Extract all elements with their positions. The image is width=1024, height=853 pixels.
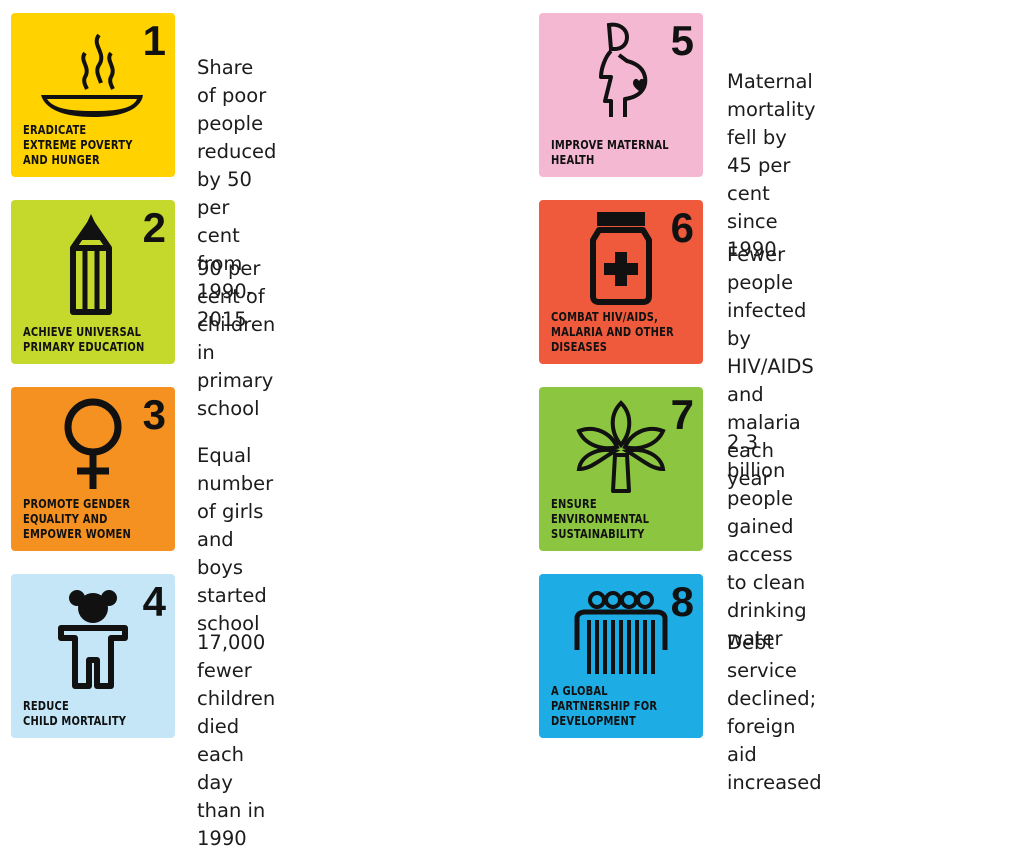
goal-5-label: IMPROVE MATERNAL HEALTH: [551, 138, 669, 167]
goal-7-number: 7: [670, 391, 694, 438]
soup-bowl-icon: [41, 33, 143, 117]
goal-5-description: Maternal mortality fell by 45 per cent s…: [727, 70, 816, 261]
goal-3-label: PROMOTE GENDER EQUALITY AND EMPOWER WOME…: [23, 497, 132, 541]
goal-8-number: 8: [670, 578, 694, 625]
goal-3-tile: 3 PROMOTE GENDER EQUALITY AND EMPOWER WO…: [11, 387, 175, 551]
goal-2-label: ACHIEVE UNIVERSAL PRIMARY EDUCATION: [23, 325, 145, 354]
tree-icon: [576, 400, 666, 493]
goal-1-description: Share of poor people reduced by 50 per c…: [197, 56, 277, 331]
goal-6-description: Fewer people infected by HIV/AIDS and ma…: [727, 243, 814, 490]
goal-8-label: A GLOBAL PARTNERSHIP FOR DEVELOPMENT: [551, 684, 658, 728]
goal-4-label: REDUCE CHILD MORTALITY: [23, 699, 127, 728]
goal-4-tile: 4 REDUCE CHILD MORTALITY: [11, 574, 175, 738]
people-group-icon: [574, 591, 668, 674]
goal-3-description: Equal number of girls and boys started s…: [197, 444, 274, 635]
goal-7-label: ENSURE ENVIRONMENTAL SUSTAINABILITY: [551, 497, 650, 541]
goal-8-description: Debt service declined; foreign aid incre…: [727, 631, 822, 794]
goal-7-description: 2.3 billion people gained access to clea…: [727, 431, 807, 650]
goal-1-label: ERADICATE EXTREME POVERTY AND HUNGER: [23, 123, 133, 167]
goal-4-number: 4: [142, 578, 166, 625]
goal-1-tile: 1 ERADICATE EXTREME POVERTY AND HUNGER: [11, 13, 175, 177]
goal-2-description: 90 per cent of children in primary schoo…: [197, 257, 276, 420]
goal-7-tile: 7 ENSURE ENVIRONMENTAL SUSTAINABILITY: [539, 387, 703, 551]
female-symbol-icon: [64, 398, 122, 489]
goal-8-tile: 8 A GLOBAL PARTNERSHIP FOR DEVELOPMENT: [539, 574, 703, 738]
goal-6-label: COMBAT HIV/AIDS, MALARIA AND OTHER DISEA…: [551, 310, 674, 354]
teddy-bear-icon: [58, 590, 128, 689]
pregnant-woman-icon: [599, 22, 648, 117]
pencil-icon: [70, 214, 112, 315]
goal-5-tile: 5 IMPROVE MATERNAL HEALTH: [539, 13, 703, 177]
goal-3-number: 3: [142, 391, 166, 438]
medicine-bottle-icon: [590, 212, 652, 305]
goal-5-number: 5: [670, 17, 694, 64]
goal-1-number: 1: [142, 17, 166, 64]
goal-2-number: 2: [142, 204, 166, 251]
goal-6-number: 6: [670, 204, 694, 251]
goal-2-tile: 2 ACHIEVE UNIVERSAL PRIMARY EDUCATION: [11, 200, 175, 364]
goal-4-description: 17,000 fewer children died each day than…: [197, 631, 276, 850]
goal-6-tile: 6 COMBAT HIV/AIDS, MALARIA AND OTHER DIS…: [539, 200, 703, 364]
